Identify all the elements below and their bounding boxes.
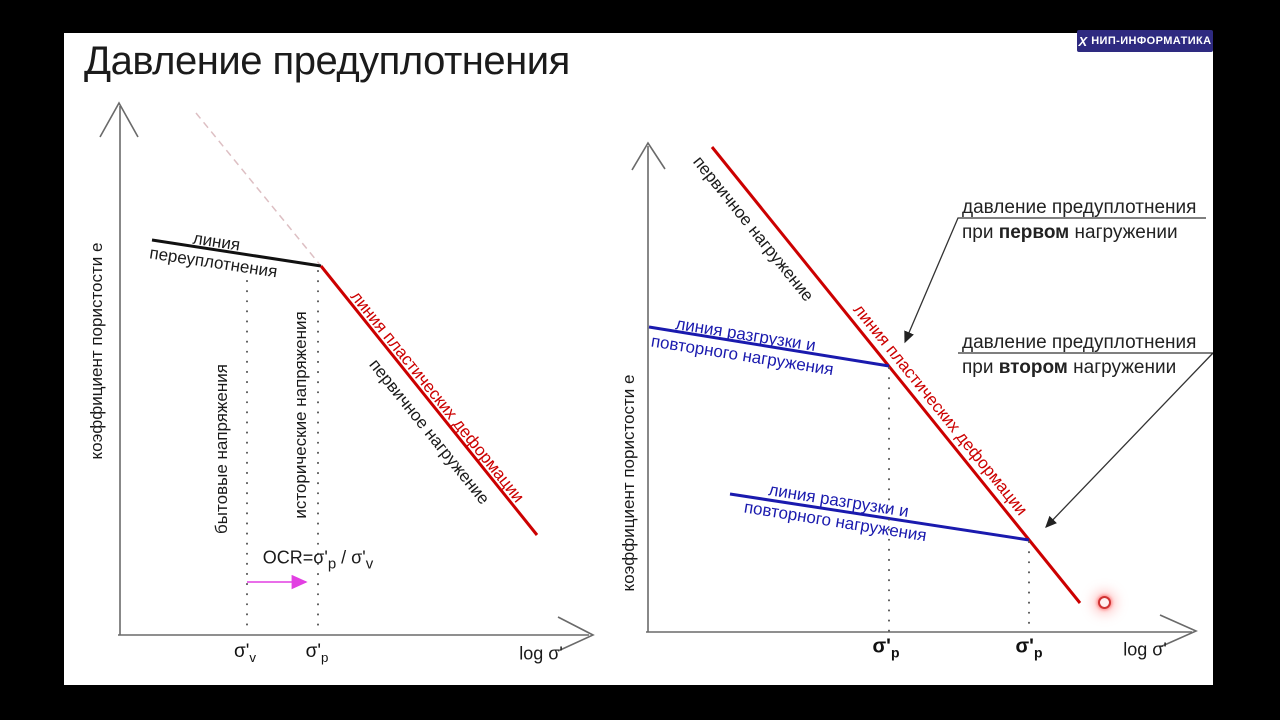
right-x-axis-arrow-icon bbox=[1159, 614, 1198, 648]
page-title: Давление предуплотнения bbox=[84, 39, 570, 83]
slide: Давление предуплотнения Χ НИП-ИНФОРМАТИК… bbox=[64, 30, 1213, 685]
annotation-second-leader-arrow bbox=[958, 352, 1213, 528]
left-plastic-strain-line bbox=[319, 265, 539, 536]
laser-pointer-dot bbox=[1098, 596, 1111, 609]
right-unload-reload-line-2 bbox=[729, 492, 1030, 542]
right-tick-sigma-p1: σ'p bbox=[872, 635, 900, 661]
left-x-axis-arrow-icon bbox=[557, 616, 595, 652]
right-unload-reload-line-1 bbox=[648, 325, 890, 368]
left-dashed-extension-line bbox=[195, 112, 322, 267]
logo-text: НИП-ИНФОРМАТИКА bbox=[1091, 34, 1212, 47]
right-x-axis-label: log σ' bbox=[1123, 639, 1167, 660]
right-y-axis-arrow-icon bbox=[631, 141, 666, 171]
right-plastic-strain-line bbox=[710, 146, 1082, 604]
household-stress-label: бытовые напряжения bbox=[212, 364, 231, 534]
left-tick-sigma-v: σ'v bbox=[233, 641, 257, 665]
left-y-axis-arrow-icon bbox=[99, 101, 139, 138]
right-diagram bbox=[631, 141, 1213, 648]
right-y-axis-label: коэффициент пористости е bbox=[619, 374, 638, 592]
diagram-canvas bbox=[99, 101, 1213, 652]
annotation-first: давление предуплотнения при первом нагру… bbox=[962, 197, 1197, 243]
logo: Χ НИП-ИНФОРМАТИКА bbox=[1077, 30, 1213, 52]
right-tick-sigma-p2: σ'p bbox=[1015, 635, 1043, 661]
annotation-first-leader-arrow bbox=[904, 217, 1206, 344]
ocr-formula: OCR=σ'p / σ'v bbox=[262, 547, 374, 573]
left-diagram bbox=[99, 101, 595, 652]
annotation-second: давление предуплотнения при втором нагру… bbox=[962, 332, 1197, 378]
logo-x-icon: Χ bbox=[1078, 33, 1088, 49]
left-tick-sigma-p: σ'p bbox=[305, 641, 329, 665]
left-x-axis-label: log σ' bbox=[519, 643, 563, 664]
historical-stress-label: исторические напряжения bbox=[291, 311, 310, 519]
left-y-axis-label: коэффициент пористости е bbox=[87, 242, 106, 460]
left-overconsolidation-line bbox=[151, 238, 322, 268]
